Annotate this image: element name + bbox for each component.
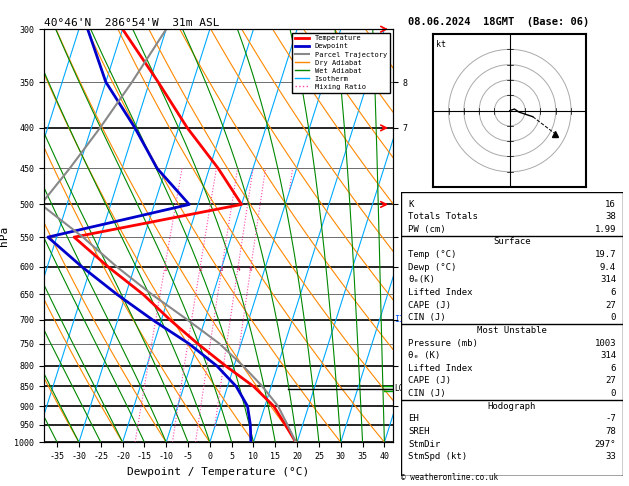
Text: 1003: 1003 [594,339,616,347]
Text: 08.06.2024  18GMT  (Base: 06): 08.06.2024 18GMT (Base: 06) [408,17,589,27]
Text: -7: -7 [605,415,616,423]
Text: 297°: 297° [594,440,616,449]
Text: 314: 314 [600,276,616,284]
Text: K: K [408,200,413,208]
Text: 6: 6 [611,364,616,373]
Text: 6: 6 [611,288,616,297]
Text: CIN (J): CIN (J) [408,313,445,322]
Text: 4: 4 [237,267,240,272]
Text: Totals Totals: Totals Totals [408,212,478,221]
Text: 40°46'N  286°54'W  31m ASL: 40°46'N 286°54'W 31m ASL [44,18,220,28]
Text: StmSpd (kt): StmSpd (kt) [408,452,467,461]
Text: CAPE (J): CAPE (J) [408,301,451,310]
Text: Dewp (°C): Dewp (°C) [408,263,456,272]
Text: LCL: LCL [394,384,408,393]
Text: Surface: Surface [493,238,531,246]
Text: 38: 38 [605,212,616,221]
Y-axis label: km
ASL: km ASL [411,228,430,243]
Legend: Temperature, Dewpoint, Parcel Trajectory, Dry Adiabat, Wet Adiabat, Isotherm, Mi: Temperature, Dewpoint, Parcel Trajectory… [292,33,389,93]
Text: 3: 3 [220,267,224,272]
Text: 33: 33 [605,452,616,461]
Text: 19.7: 19.7 [594,250,616,259]
Text: kt: kt [437,40,447,49]
X-axis label: Dewpoint / Temperature (°C): Dewpoint / Temperature (°C) [128,467,309,477]
Text: PW (cm): PW (cm) [408,225,445,234]
Text: 16: 16 [605,200,616,208]
Text: CAPE (J): CAPE (J) [408,377,451,385]
Text: θₑ(K): θₑ(K) [408,276,435,284]
Text: Most Unstable: Most Unstable [477,326,547,335]
Text: 5: 5 [249,267,253,272]
Text: © weatheronline.co.uk: © weatheronline.co.uk [401,473,498,482]
Text: 27: 27 [605,377,616,385]
Y-axis label: hPa: hPa [0,226,9,246]
Text: 0: 0 [611,313,616,322]
Text: 78: 78 [605,427,616,436]
Text: 1.99: 1.99 [594,225,616,234]
Text: Temp (°C): Temp (°C) [408,250,456,259]
Text: StmDir: StmDir [408,440,440,449]
Text: Hodograph: Hodograph [488,402,536,411]
Text: Pressure (mb): Pressure (mb) [408,339,478,347]
Text: θₑ (K): θₑ (K) [408,351,440,360]
Text: EH: EH [408,415,419,423]
Text: 1: 1 [163,267,167,272]
Text: CIN (J): CIN (J) [408,389,445,398]
Text: Lifted Index: Lifted Index [408,288,472,297]
Text: III: III [394,315,409,324]
Text: 314: 314 [600,351,616,360]
Text: 9.4: 9.4 [600,263,616,272]
Text: SREH: SREH [408,427,430,436]
Text: 2: 2 [198,267,202,272]
Text: 27: 27 [605,301,616,310]
Text: 0: 0 [611,389,616,398]
Text: Lifted Index: Lifted Index [408,364,472,373]
